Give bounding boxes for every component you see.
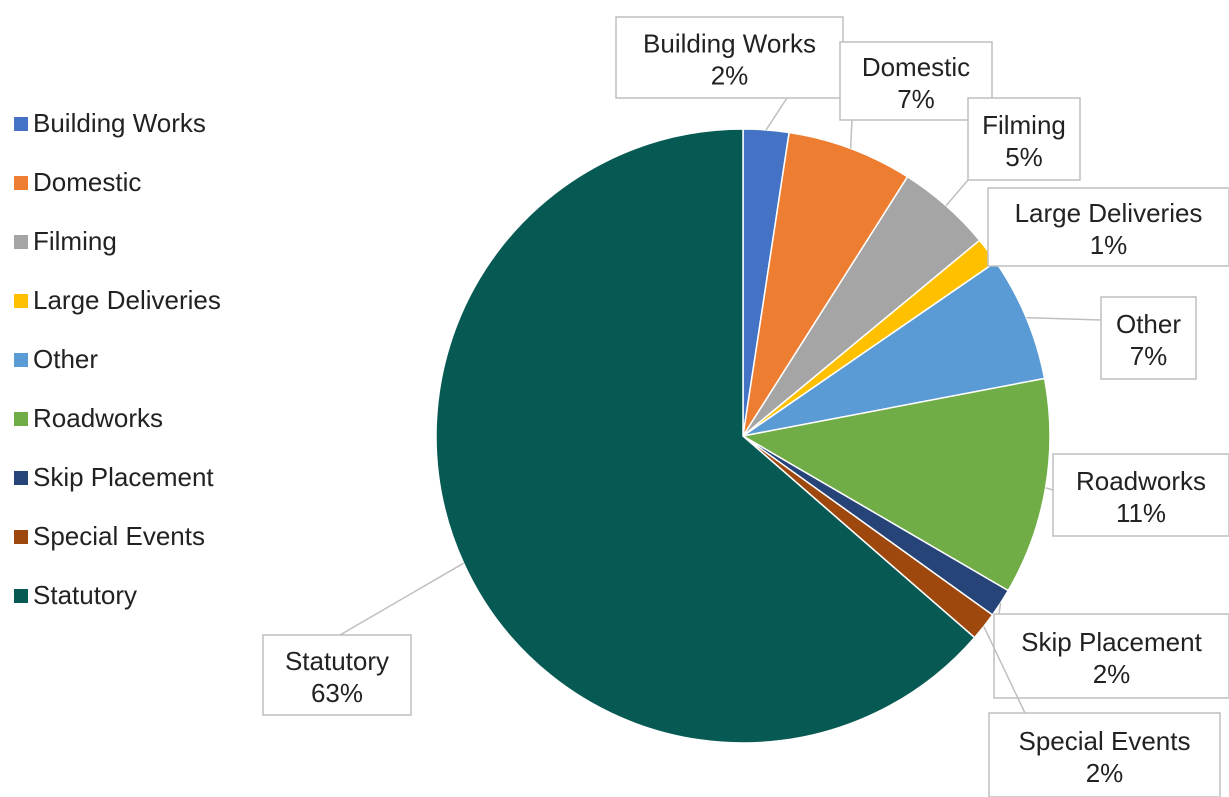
data-label-box-filming bbox=[967, 97, 1081, 181]
data-label-box-statutory bbox=[262, 634, 412, 716]
leader-line-statutory bbox=[339, 562, 464, 636]
legend-label: Filming bbox=[33, 226, 117, 256]
legend-swatch bbox=[14, 293, 28, 308]
data-label-category: Building Works bbox=[643, 29, 816, 59]
data-label-category: Other bbox=[1116, 309, 1181, 339]
legend-swatch bbox=[14, 529, 28, 544]
data-label-category: Filming bbox=[982, 110, 1066, 140]
data-label-box-skip-placement bbox=[993, 613, 1229, 699]
data-label-percent: 2% bbox=[1093, 659, 1131, 689]
data-label-category: Large Deliveries bbox=[1015, 198, 1203, 228]
legend: Building Works Domestic Filming Large Deliv… bbox=[14, 94, 221, 625]
data-label-category: Special Events bbox=[1019, 726, 1191, 756]
data-label-percent: 5% bbox=[1005, 142, 1043, 172]
data-label-category: Statutory bbox=[285, 646, 389, 676]
pie-slice-roadworks bbox=[740, 377, 1051, 592]
legend-swatch bbox=[14, 411, 28, 426]
legend-label: Domestic bbox=[33, 167, 142, 197]
legend-item-building-works: Building Works bbox=[14, 94, 221, 153]
data-label-percent: 7% bbox=[897, 84, 935, 114]
data-label-category: Skip Placement bbox=[1021, 627, 1202, 657]
legend-label: Other bbox=[33, 344, 99, 374]
legend-item-domestic: Domestic bbox=[14, 153, 221, 212]
leader-line-domestic bbox=[849, 119, 853, 149]
data-label-category: Domestic bbox=[862, 52, 970, 82]
leader-line-building-works bbox=[765, 97, 788, 131]
legend-swatch bbox=[14, 175, 28, 190]
legend-label: Skip Placement bbox=[33, 462, 214, 492]
legend-item-filming: Filming bbox=[14, 212, 221, 271]
leader-line-filming bbox=[945, 179, 969, 207]
data-label-percent: 2% bbox=[711, 61, 749, 91]
legend-item-roadworks: Roadworks bbox=[14, 389, 221, 448]
legend-label: Statutory bbox=[33, 580, 138, 610]
data-label-box-building-works bbox=[615, 16, 844, 99]
legend-swatch bbox=[14, 352, 28, 367]
pie-slice-statutory bbox=[435, 128, 976, 744]
data-label-box-other bbox=[1100, 296, 1197, 380]
legend-label: Large Deliveries bbox=[33, 285, 221, 315]
data-label-box-large-deliveries bbox=[987, 187, 1229, 267]
legend-label: Special Events bbox=[33, 521, 205, 551]
legend-swatch bbox=[14, 470, 28, 485]
legend-item-large-deliveries: Large Deliveries bbox=[14, 271, 221, 330]
pie-slice-domestic bbox=[742, 131, 909, 437]
legend-swatch bbox=[14, 234, 28, 249]
data-label-category: Roadworks bbox=[1076, 466, 1206, 496]
data-label-box-special-events bbox=[988, 712, 1221, 797]
legend-label: Building Works bbox=[33, 108, 206, 138]
legend-label: Roadworks bbox=[33, 403, 164, 433]
data-label-percent: 2% bbox=[1086, 758, 1124, 788]
legend-item-statutory: Statutory bbox=[14, 566, 221, 625]
data-label-percent: 1% bbox=[1090, 230, 1128, 260]
data-label-box-roadworks bbox=[1052, 453, 1229, 537]
data-label-percent: 7% bbox=[1130, 341, 1168, 371]
pie-slices bbox=[435, 128, 1051, 744]
legend-item-other: Other bbox=[14, 330, 221, 389]
leader-line-special-events bbox=[983, 626, 1026, 714]
data-label-percent: 11% bbox=[1116, 498, 1166, 528]
data-label-box-domestic bbox=[839, 41, 993, 121]
legend-swatch bbox=[14, 588, 28, 603]
leader-line-other bbox=[1026, 316, 1102, 321]
legend-item-skip-placement: Skip Placement bbox=[14, 448, 221, 507]
legend-swatch bbox=[14, 116, 28, 131]
data-label-percent: 63% bbox=[311, 678, 363, 708]
leader-line-roadworks bbox=[1045, 487, 1054, 491]
legend-item-special-events: Special Events bbox=[14, 507, 221, 566]
